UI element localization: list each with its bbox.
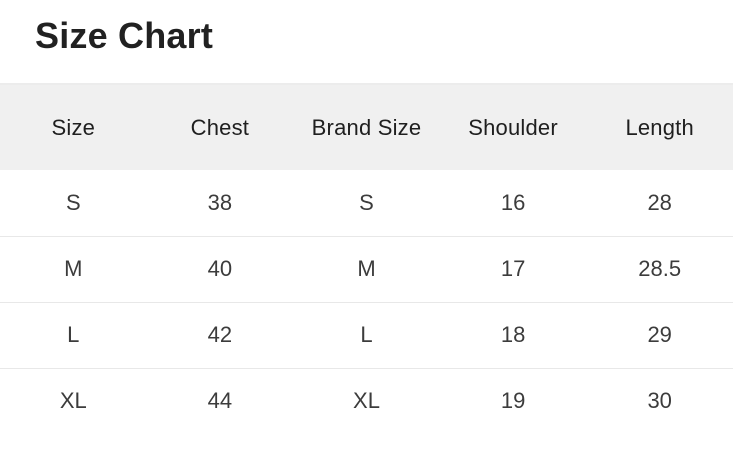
cell-size: M [0,235,147,303]
cell-length: 30 [586,367,733,435]
cell-size: XL [0,367,147,435]
cell-chest: 42 [146,301,294,369]
size-chart-table: Size Chest Brand Size Shoulder Length S … [0,83,733,435]
cell-shoulder: 17 [439,235,587,303]
cell-brand-size: L [293,301,440,369]
cell-shoulder: 19 [439,367,587,435]
cell-shoulder: 18 [439,301,587,369]
cell-brand-size: XL [293,367,440,435]
column-header-shoulder: Shoulder [468,114,558,140]
column-header-chest: Chest [190,114,250,140]
column-header-size: Size [51,114,96,140]
cell-brand-size: S [359,189,374,215]
cell-length: 28 [647,189,672,215]
cell-size: L [0,301,147,369]
cell-brand-size: M [293,235,440,303]
cell-size: S [65,189,81,215]
column-header-length: Length [625,114,694,140]
cell-chest: 44 [146,367,294,435]
table-row-xl: XL 44 XL 19 30 [0,367,733,435]
size-chart-section: Size Chart Size Chest Brand Size Shoulde… [0,14,733,465]
column-header-brand-size: Brand Size [311,114,422,140]
page-title: Size Chart [35,15,214,56]
table-row-l: L 42 L 18 29 [0,301,733,369]
cell-chest: 38 [207,189,233,215]
cell-length: 28.5 [586,235,733,303]
cell-chest: 40 [146,235,294,303]
table-row-m: M 40 M 17 28.5 [0,235,733,303]
cell-length: 29 [586,301,733,369]
cell-shoulder: 16 [500,189,526,215]
table-header-row: Size Chest Brand Size Shoulder Length [0,84,733,171]
table-row-s: S 38 S 16 28 [0,170,733,236]
